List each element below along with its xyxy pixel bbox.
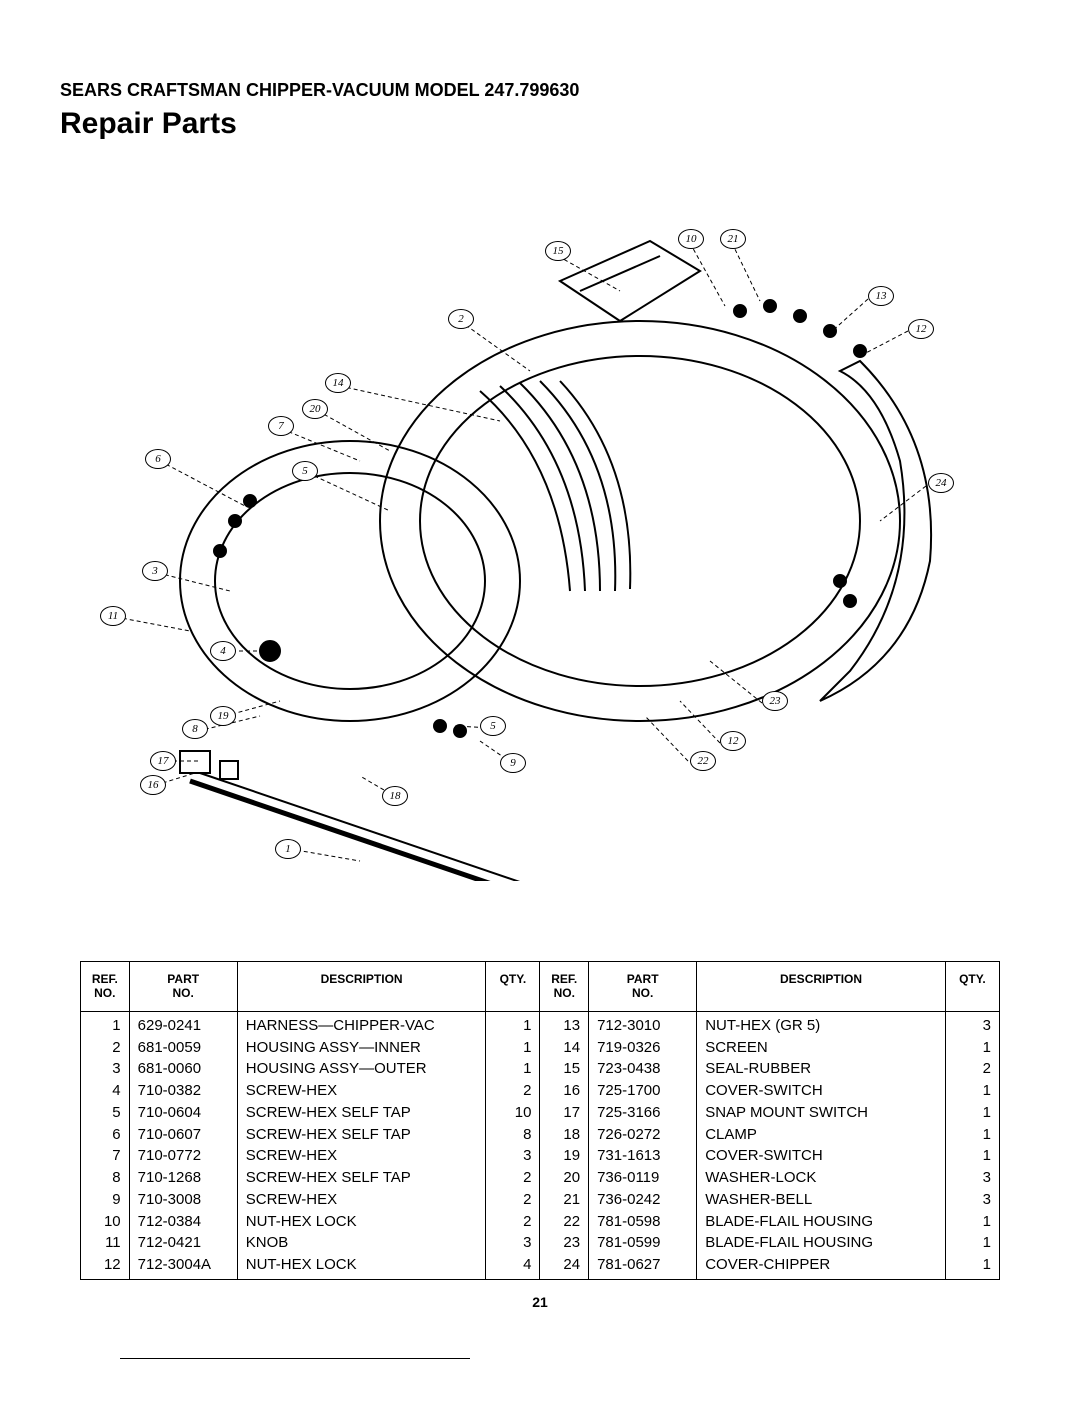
right-qty-block: 312111133111 bbox=[954, 1015, 991, 1276]
callout-12: 12 bbox=[720, 731, 746, 751]
left-desc-block: HARNESS—CHIPPER-VACHOUSING ASSY—INNERHOU… bbox=[246, 1015, 478, 1276]
callout-18: 18 bbox=[382, 786, 408, 806]
model-header: SEARS CRAFTSMAN CHIPPER-VACUUM MODEL 247… bbox=[60, 80, 1020, 101]
th-qty-left: QTY. bbox=[486, 962, 540, 1012]
callout-10: 10 bbox=[678, 229, 704, 249]
page-number: 21 bbox=[60, 1294, 1020, 1310]
callout-4: 4 bbox=[210, 641, 236, 661]
callout-3: 3 bbox=[142, 561, 168, 581]
callout-1: 1 bbox=[275, 839, 301, 859]
th-ref-left: REF.NO. bbox=[81, 962, 130, 1012]
callout-7: 7 bbox=[268, 416, 294, 436]
th-part-right: PARTNO. bbox=[589, 962, 697, 1012]
left-ref-block: 123456789101112 bbox=[89, 1015, 121, 1276]
callout-11: 11 bbox=[100, 606, 126, 626]
callout-21: 21 bbox=[720, 229, 746, 249]
right-part-block: 712-3010719-0326723-0438725-1700725-3166… bbox=[597, 1015, 688, 1276]
th-qty-right: QTY. bbox=[945, 962, 999, 1012]
th-part-left: PARTNO. bbox=[129, 962, 237, 1012]
exploded-diagram: 15 10 21 13 12 2 14 20 7 6 5 24 3 11 4 23 19 12 8 5 17 22 16 9 1… bbox=[60, 161, 1020, 881]
callout-2: 2 bbox=[448, 309, 474, 329]
callout-14: 14 bbox=[325, 373, 351, 393]
callout-8: 8 bbox=[182, 719, 208, 739]
callout-5: 5 bbox=[292, 461, 318, 481]
page-title: Repair Parts bbox=[60, 107, 1020, 141]
parts-table: REF.NO. PARTNO. DESCRIPTION QTY. REF.NO.… bbox=[80, 961, 1000, 1280]
th-desc-left: DESCRIPTION bbox=[237, 962, 486, 1012]
callout-12: 12 bbox=[908, 319, 934, 339]
callout-5: 5 bbox=[480, 716, 506, 736]
th-ref-right: REF.NO. bbox=[540, 962, 589, 1012]
left-part-block: 629-0241681-0059681-0060710-0382710-0604… bbox=[138, 1015, 229, 1276]
callout-15: 15 bbox=[545, 241, 571, 261]
callout-20: 20 bbox=[302, 399, 328, 419]
callout-23: 23 bbox=[762, 691, 788, 711]
callout-13: 13 bbox=[868, 286, 894, 306]
callout-24: 24 bbox=[928, 473, 954, 493]
callout-17: 17 bbox=[150, 751, 176, 771]
right-ref-block: 131415161718192021222324 bbox=[548, 1015, 580, 1276]
callout-22: 22 bbox=[690, 751, 716, 771]
right-desc-block: NUT-HEX (GR 5)SCREENSEAL-RUBBERCOVER-SWI… bbox=[705, 1015, 937, 1276]
callout-19: 19 bbox=[210, 706, 236, 726]
callout-16: 16 bbox=[140, 775, 166, 795]
footer-rule bbox=[120, 1358, 470, 1359]
callout-9: 9 bbox=[500, 753, 526, 773]
th-desc-right: DESCRIPTION bbox=[697, 962, 946, 1012]
left-qty-block: 1112108322234 bbox=[494, 1015, 531, 1276]
diagram-svg bbox=[60, 161, 1020, 881]
callout-6: 6 bbox=[145, 449, 171, 469]
